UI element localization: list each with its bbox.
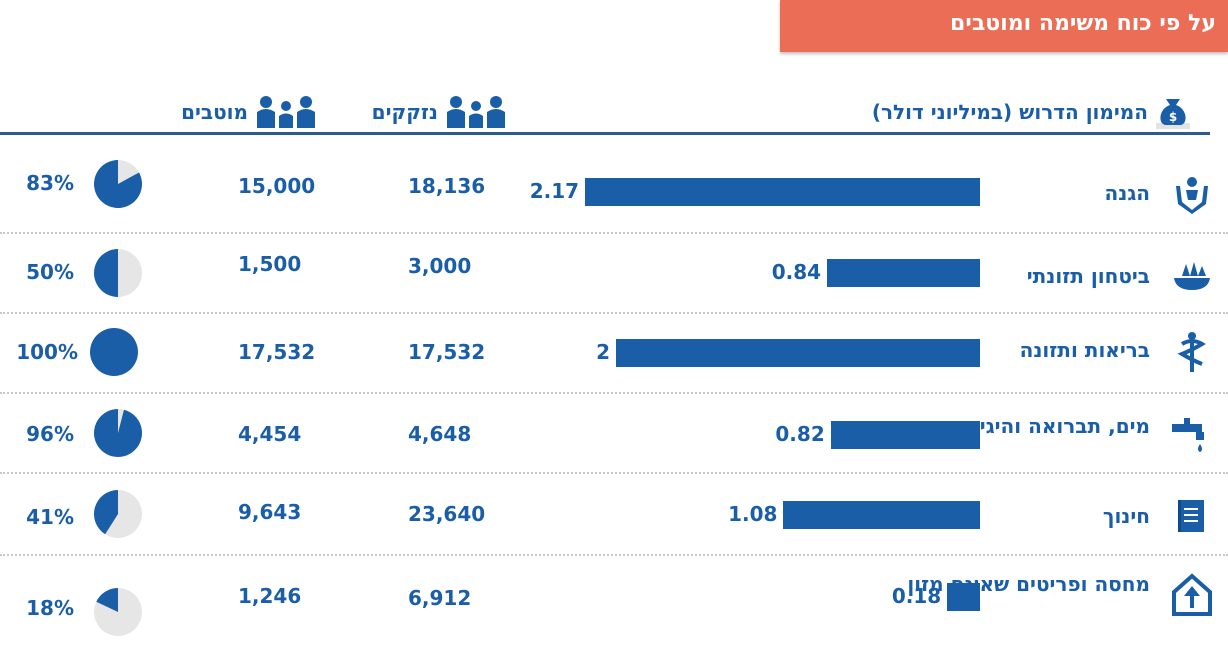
coverage-pie	[90, 328, 138, 376]
hands-protection-icon	[1176, 177, 1208, 214]
header-divider	[0, 132, 1210, 135]
title-banner: על פי כוח משימה ומוטבים	[780, 0, 1228, 52]
header-in-need-label: נזקקים	[371, 100, 438, 124]
header-beneficiaries: מוטבים	[181, 92, 318, 132]
funding-value: 1.08	[728, 502, 778, 526]
coverage-pie	[94, 409, 142, 457]
funding-bar	[827, 259, 980, 287]
beneficiaries-value: 1,246	[238, 584, 302, 608]
header-funding: $ המימון הדרוש (במיליוני דולר)	[872, 92, 1192, 132]
people-group-icon	[257, 96, 315, 128]
pie-slice	[94, 409, 142, 457]
beneficiaries-value: 4,454	[238, 422, 302, 446]
coverage-percent: 96%	[26, 422, 74, 446]
people-group-icon	[447, 96, 505, 128]
header-beneficiaries-label: מוטבים	[181, 100, 248, 124]
book-icon	[1178, 500, 1204, 532]
pie-slice	[94, 490, 118, 535]
food-bowl-icon	[1174, 262, 1210, 290]
banner-title: על פי כוח משימה ומוטבים	[950, 11, 1216, 36]
in-need-value: 18,136	[408, 174, 486, 198]
svg-text:$: $	[1169, 110, 1177, 124]
coverage-percent: 100%	[16, 340, 78, 364]
in-need-value: 6,912	[408, 586, 472, 610]
category-label: מים, תברואה והיגיינה	[951, 414, 1150, 438]
funding-value: 0.82	[775, 422, 825, 446]
funding-value: 2	[596, 340, 610, 364]
caduceus-icon	[1177, 332, 1206, 372]
coverage-pie	[94, 249, 142, 297]
coverage-percent: 41%	[26, 505, 74, 529]
shelter-icon	[1172, 573, 1212, 616]
row-divider	[0, 392, 1228, 394]
pie-slice	[96, 588, 118, 612]
funding-bar	[616, 339, 980, 367]
in-need-value: 3,000	[408, 254, 472, 278]
row-divider	[0, 554, 1228, 556]
header-in-need: נזקקים	[372, 92, 508, 132]
coverage-percent: 18%	[26, 596, 74, 620]
category-label: מחסה ופריטים שאינם מזון	[907, 572, 1150, 596]
funding-value: 2.17	[529, 179, 580, 203]
funding-value: 0.84	[771, 260, 822, 284]
funding-bar	[585, 178, 980, 206]
funding-bar	[830, 421, 980, 449]
header-funding-label: המימון הדרוש (במיליוני דולר)	[871, 100, 1148, 124]
beneficiaries-value: 15,000	[238, 174, 316, 198]
row-divider	[0, 312, 1228, 314]
funding-bar	[947, 583, 980, 611]
water-tap-icon	[1172, 418, 1204, 452]
coverage-percent: 83%	[26, 171, 74, 195]
pie-slice	[94, 249, 118, 297]
in-need-value: 17,532	[408, 340, 486, 364]
in-need-value: 4,648	[408, 422, 472, 446]
coverage-pie	[94, 490, 142, 538]
row-divider	[0, 232, 1228, 234]
money-bag-icon: $	[1156, 99, 1190, 129]
category-label: חינוך	[1102, 504, 1150, 528]
category-label: הגנה	[1104, 181, 1150, 205]
coverage-pie	[94, 160, 142, 208]
funding-bar	[783, 501, 980, 529]
in-need-value: 23,640	[408, 502, 486, 526]
category-label: בריאות ותזונה	[1019, 338, 1150, 362]
pie-slice	[94, 160, 142, 208]
category-label: ביטחון תזונתי	[1026, 264, 1150, 288]
pie-background	[90, 328, 138, 376]
row-divider	[0, 472, 1228, 474]
beneficiaries-value: 1,500	[238, 252, 302, 276]
coverage-percent: 50%	[26, 260, 74, 284]
funding-value: 0.18	[891, 584, 942, 608]
beneficiaries-value: 9,643	[238, 500, 302, 524]
beneficiaries-value: 17,532	[238, 340, 316, 364]
coverage-pie	[94, 588, 142, 636]
